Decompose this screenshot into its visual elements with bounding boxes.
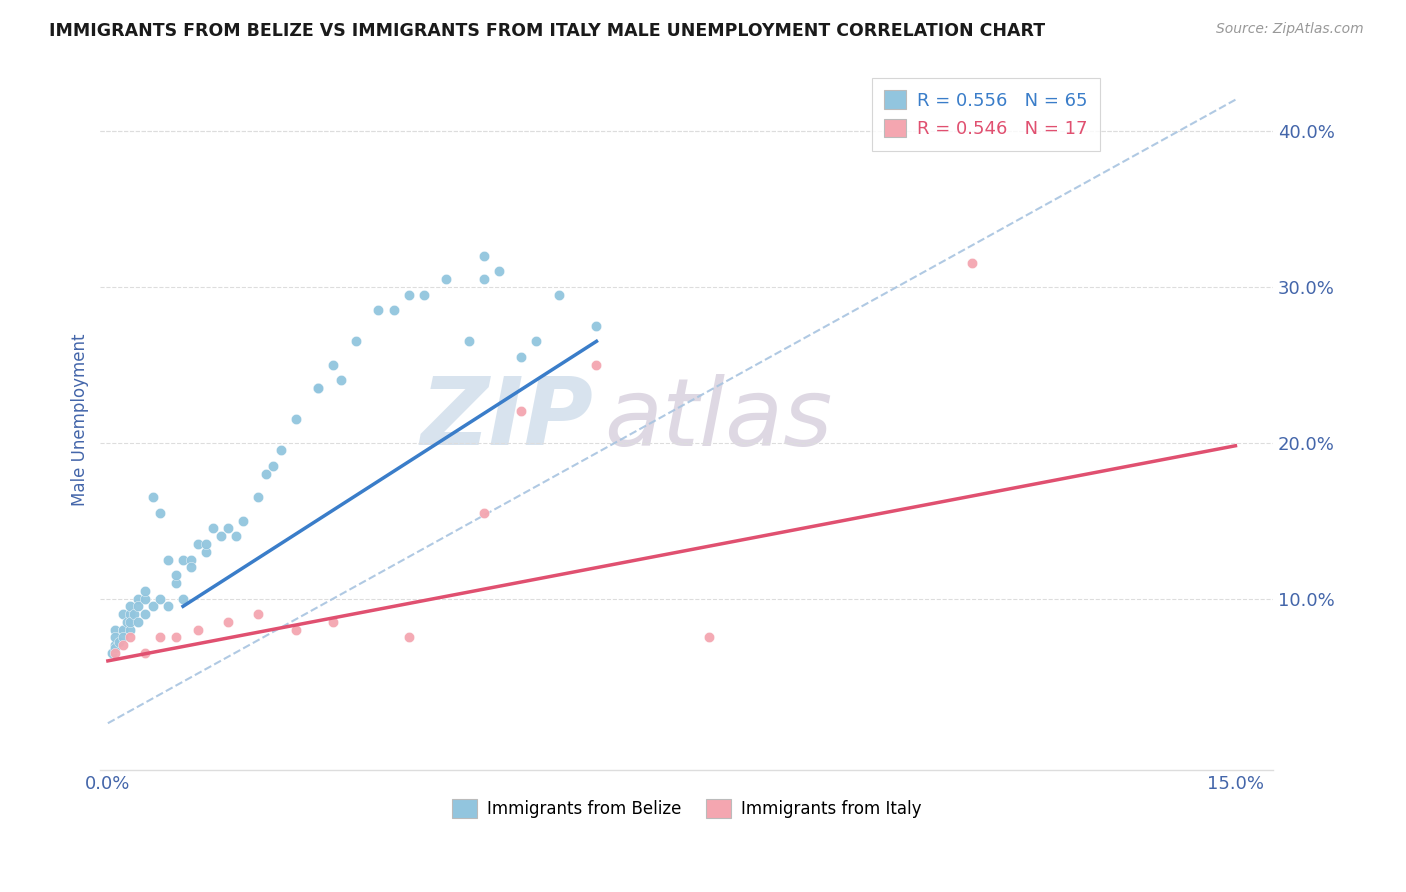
Point — [284, 412, 307, 426]
Point — [225, 529, 247, 543]
Point — [127, 591, 149, 606]
Point — [120, 623, 142, 637]
Point — [120, 631, 142, 645]
Point — [472, 249, 495, 263]
Text: ZIP: ZIP — [420, 373, 593, 466]
Point — [111, 631, 134, 645]
Point — [180, 552, 202, 566]
Point — [165, 576, 187, 591]
Point — [122, 607, 145, 621]
Point — [120, 615, 142, 629]
Point — [322, 615, 344, 629]
Point — [284, 623, 307, 637]
Point — [149, 591, 172, 606]
Point — [217, 615, 239, 629]
Point — [344, 334, 367, 349]
Point — [104, 631, 127, 645]
Point — [367, 303, 389, 318]
Point — [142, 599, 165, 614]
Point — [127, 615, 149, 629]
Point — [548, 287, 571, 301]
Point — [209, 529, 232, 543]
Point — [134, 591, 156, 606]
Point — [134, 583, 156, 598]
Point — [962, 256, 984, 270]
Point — [247, 490, 270, 504]
Point — [104, 623, 127, 637]
Point — [156, 552, 179, 566]
Text: Source: ZipAtlas.com: Source: ZipAtlas.com — [1216, 22, 1364, 37]
Point — [111, 623, 134, 637]
Point — [104, 646, 127, 660]
Point — [270, 443, 292, 458]
Point — [111, 638, 134, 652]
Point — [585, 358, 607, 372]
Point — [262, 458, 284, 473]
Point — [142, 490, 165, 504]
Point — [247, 607, 270, 621]
Point — [307, 381, 329, 395]
Point — [254, 467, 277, 481]
Text: IMMIGRANTS FROM BELIZE VS IMMIGRANTS FROM ITALY MALE UNEMPLOYMENT CORRELATION CH: IMMIGRANTS FROM BELIZE VS IMMIGRANTS FRO… — [49, 22, 1045, 40]
Point — [322, 358, 344, 372]
Point — [697, 631, 720, 645]
Point — [510, 404, 533, 418]
Point — [194, 545, 217, 559]
Point — [120, 607, 142, 621]
Point — [585, 318, 607, 333]
Point — [457, 334, 479, 349]
Point — [307, 381, 329, 395]
Point — [524, 334, 547, 349]
Point — [187, 537, 209, 551]
Point — [412, 287, 434, 301]
Point — [100, 646, 122, 660]
Point — [472, 272, 495, 286]
Point — [149, 631, 172, 645]
Point — [108, 635, 131, 649]
Point — [115, 615, 138, 629]
Point — [510, 350, 533, 364]
Point — [232, 514, 254, 528]
Text: atlas: atlas — [605, 374, 832, 465]
Point — [202, 521, 225, 535]
Point — [217, 521, 239, 535]
Point — [172, 552, 194, 566]
Point — [104, 641, 127, 656]
Point — [165, 568, 187, 582]
Point — [165, 631, 187, 645]
Point — [329, 373, 352, 387]
Point — [134, 646, 156, 660]
Point — [120, 599, 142, 614]
Y-axis label: Male Unemployment: Male Unemployment — [72, 333, 89, 506]
Point — [382, 303, 405, 318]
Point — [434, 272, 457, 286]
Point — [398, 631, 420, 645]
Legend: Immigrants from Belize, Immigrants from Italy: Immigrants from Belize, Immigrants from … — [446, 792, 928, 825]
Point — [398, 287, 420, 301]
Point — [156, 599, 179, 614]
Point — [180, 560, 202, 574]
Point — [134, 607, 156, 621]
Point — [194, 537, 217, 551]
Point — [149, 506, 172, 520]
Point — [104, 638, 127, 652]
Point — [187, 623, 209, 637]
Point — [111, 607, 134, 621]
Point — [172, 591, 194, 606]
Point — [127, 599, 149, 614]
Point — [488, 264, 510, 278]
Point — [472, 506, 495, 520]
Point — [111, 623, 134, 637]
